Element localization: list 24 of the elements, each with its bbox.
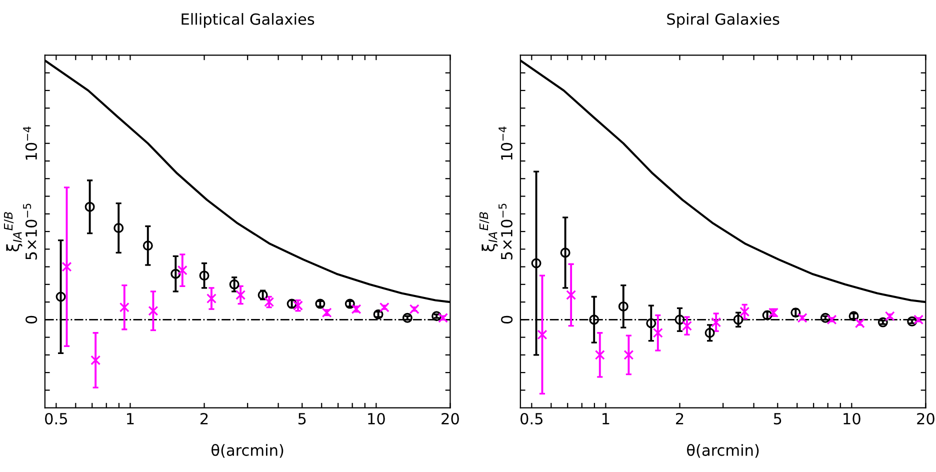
y-tick-label: 5×10$^{−5}$ [23, 204, 37, 260]
y-tick-label: 0 [501, 316, 513, 324]
x-tick-label: 10 [368, 412, 385, 424]
x-tick-label: 1 [602, 413, 610, 424]
y-tick-label: 5×10$^{−5}$ [498, 204, 512, 260]
y-tick-label: 10$^{−4}$ [498, 126, 512, 160]
x-tick-label: 5 [774, 413, 782, 424]
x-tick-label: 1 [127, 413, 134, 424]
x-tick-label: 5 [298, 413, 306, 424]
x-tick-label: 2 [676, 412, 684, 424]
chart-title: Spiral Galaxies [667, 13, 780, 28]
x-tick-label: 0.5 [520, 412, 542, 424]
chart-title: Elliptical Galaxies [182, 13, 314, 28]
y-axis-title: ξ$_{IA}$$^{E/B}$ [479, 212, 498, 252]
x-axis-title: θ(arcmin) [687, 444, 759, 458]
x-tick-label: 10 [844, 412, 860, 424]
y-tick-label: 10$^{−4}$ [23, 126, 37, 160]
x-tick-label: 20 [442, 412, 459, 424]
y-axis-title: ξ$_{IA}$$^{E/B}$ [4, 212, 22, 252]
x-tick-label: 20 [917, 412, 934, 424]
x-tick-label: 2 [200, 412, 208, 424]
x-tick-label: 0.5 [45, 412, 67, 424]
x-axis-title: θ(arcmin) [212, 444, 284, 458]
y-tick-label: 0 [26, 316, 38, 324]
